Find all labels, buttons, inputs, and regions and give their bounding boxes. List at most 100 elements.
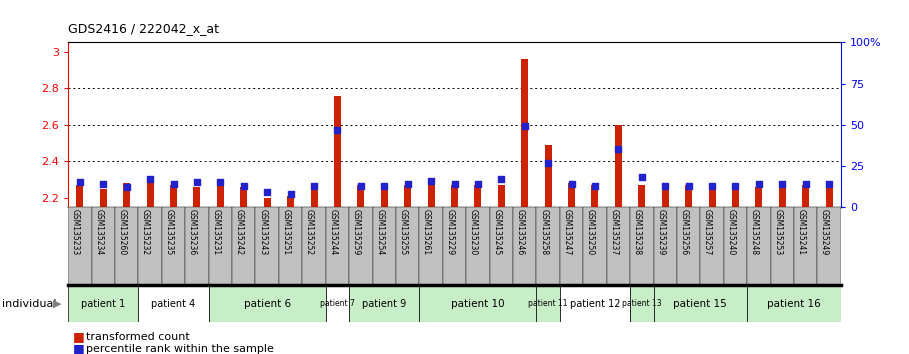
Bar: [584, 207, 606, 285]
Point: [166, 181, 181, 187]
Text: patient 12: patient 12: [570, 298, 620, 309]
Bar: [396, 207, 419, 285]
Point: [354, 183, 368, 189]
Bar: [185, 207, 209, 285]
Text: GSM135253: GSM135253: [774, 210, 783, 256]
Text: patient 11: patient 11: [528, 299, 568, 308]
Point: [213, 179, 227, 185]
Point: [517, 124, 532, 129]
Bar: [614, 125, 622, 207]
Text: patient 13: patient 13: [622, 299, 662, 308]
Point: [634, 175, 649, 180]
Bar: [419, 285, 536, 322]
Text: GSM135236: GSM135236: [188, 210, 197, 256]
Point: [541, 160, 555, 165]
Point: [143, 176, 157, 182]
Text: GSM135240: GSM135240: [726, 210, 735, 256]
Bar: [536, 207, 560, 285]
Text: GSM135246: GSM135246: [515, 210, 524, 256]
Text: percentile rank within the sample: percentile rank within the sample: [86, 344, 275, 354]
Bar: [303, 207, 325, 285]
Bar: [513, 207, 536, 285]
Bar: [638, 185, 645, 207]
Point: [306, 183, 321, 189]
Text: patient 16: patient 16: [767, 298, 821, 309]
Bar: [255, 207, 279, 285]
Text: GSM135239: GSM135239: [656, 210, 665, 256]
Bar: [264, 198, 271, 207]
Text: GSM135250: GSM135250: [586, 210, 595, 256]
Bar: [287, 196, 295, 207]
Text: GSM135258: GSM135258: [539, 210, 548, 256]
Bar: [677, 207, 700, 285]
Bar: [68, 285, 138, 322]
Bar: [451, 185, 458, 207]
Bar: [427, 185, 435, 207]
Point: [588, 183, 603, 189]
Bar: [124, 183, 130, 207]
Point: [822, 181, 836, 187]
Bar: [419, 207, 443, 285]
Bar: [209, 207, 232, 285]
Bar: [334, 96, 341, 207]
Text: GSM135237: GSM135237: [609, 210, 618, 256]
Bar: [217, 183, 224, 207]
Bar: [373, 207, 396, 285]
Bar: [279, 207, 303, 285]
Bar: [466, 207, 490, 285]
Point: [798, 181, 813, 187]
Point: [73, 179, 87, 185]
Bar: [654, 285, 747, 322]
Bar: [498, 185, 504, 207]
Bar: [357, 185, 365, 207]
Text: patient 10: patient 10: [451, 298, 504, 309]
Bar: [170, 185, 177, 207]
Bar: [560, 285, 630, 322]
Text: GSM135229: GSM135229: [445, 210, 454, 256]
Text: patient 4: patient 4: [152, 298, 195, 309]
Bar: [76, 185, 84, 207]
Text: GSM135257: GSM135257: [703, 210, 712, 256]
Bar: [732, 187, 739, 207]
Text: GSM135241: GSM135241: [796, 210, 805, 256]
Bar: [68, 207, 92, 285]
Bar: [708, 185, 715, 207]
Bar: [630, 285, 654, 322]
Text: GSM135249: GSM135249: [820, 210, 829, 256]
Bar: [100, 189, 107, 207]
Text: GSM135232: GSM135232: [141, 210, 150, 256]
Bar: [592, 185, 598, 207]
Point: [260, 189, 275, 195]
Bar: [474, 185, 482, 207]
Text: GSM135230: GSM135230: [469, 210, 478, 256]
Text: GSM135252: GSM135252: [305, 210, 314, 256]
Bar: [825, 187, 833, 207]
Text: ■: ■: [73, 342, 85, 354]
Text: GSM135261: GSM135261: [422, 210, 431, 256]
Text: patient 9: patient 9: [362, 298, 406, 309]
Point: [284, 191, 298, 197]
Bar: [755, 187, 763, 207]
Text: patient 7: patient 7: [320, 299, 355, 308]
Bar: [349, 285, 419, 322]
Point: [752, 181, 766, 187]
Text: GDS2416 / 222042_x_at: GDS2416 / 222042_x_at: [68, 22, 219, 35]
Text: GSM135255: GSM135255: [399, 210, 407, 256]
Bar: [115, 207, 138, 285]
Bar: [325, 207, 349, 285]
Text: patient 15: patient 15: [674, 298, 727, 309]
Point: [330, 127, 345, 132]
Point: [775, 181, 790, 187]
Bar: [568, 183, 575, 207]
Bar: [240, 187, 247, 207]
Text: patient 1: patient 1: [81, 298, 125, 309]
Text: GSM135235: GSM135235: [165, 210, 174, 256]
Text: GSM135254: GSM135254: [375, 210, 385, 256]
Bar: [747, 285, 841, 322]
Bar: [311, 183, 317, 207]
Point: [728, 183, 743, 189]
Text: patient 6: patient 6: [244, 298, 291, 309]
Point: [424, 178, 438, 184]
Text: ▶: ▶: [53, 298, 61, 309]
Bar: [443, 207, 466, 285]
